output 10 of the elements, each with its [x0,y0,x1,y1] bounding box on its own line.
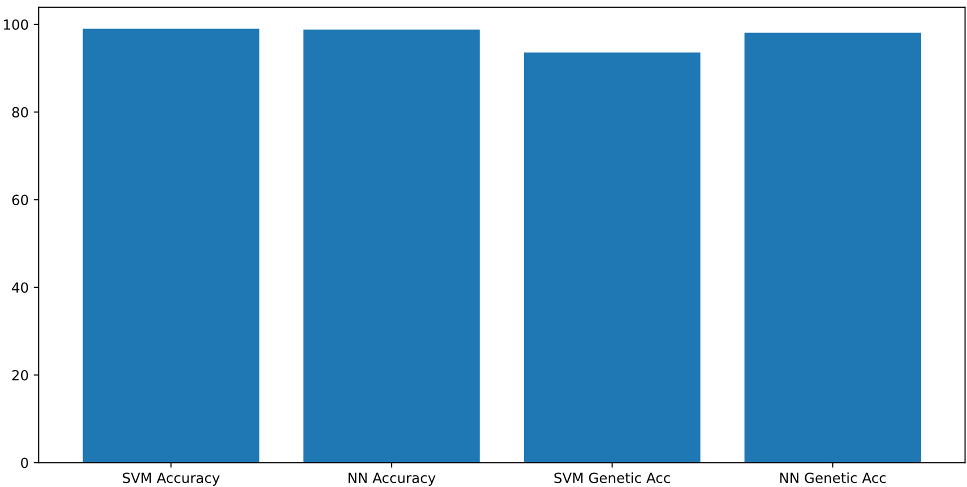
x-tick-label: SVM Accuracy [122,472,220,486]
y-tick-label: 80 [12,107,28,118]
x-tick-label: NN Accuracy [348,472,436,486]
x-tick-label: SVM Genetic Acc [554,472,670,484]
y-tick-label: 20 [12,370,28,380]
y-tick-label: 40 [12,282,28,293]
y-tick-label: 100 [4,19,28,30]
y-tick-label: 0 [21,458,28,468]
x-tick-label: NN Genetic Acc [780,472,886,484]
y-tick-label: 60 [12,194,28,206]
